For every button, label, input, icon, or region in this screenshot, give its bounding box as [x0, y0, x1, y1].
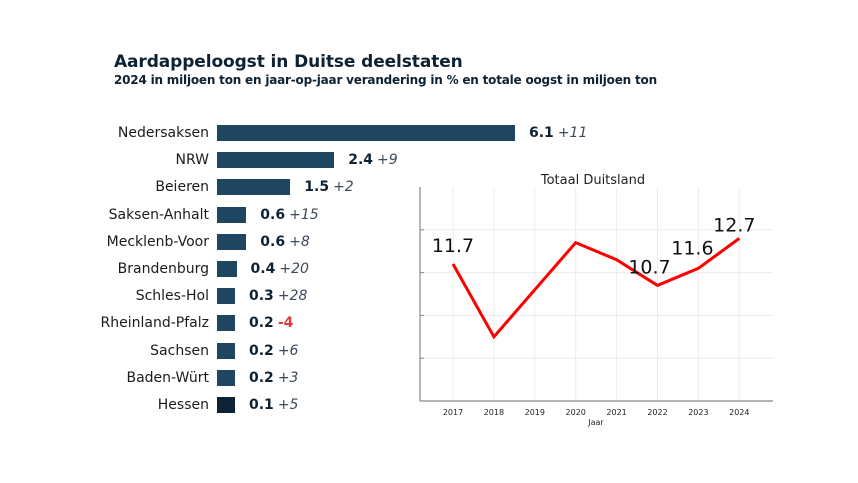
bar	[217, 342, 235, 359]
x-tick-label: 2019	[525, 408, 545, 417]
bar	[217, 315, 235, 332]
bar-value-label: 0.2	[249, 315, 274, 332]
bar	[217, 125, 515, 141]
bar-value-label: 0.3	[249, 288, 274, 305]
bar-row: Saksen-Anhalt 0.6 +15	[0, 206, 600, 224]
bar-value-label: 0.1	[249, 397, 274, 413]
x-tick-label: 2017	[443, 408, 463, 417]
category-label: Rheinland-Pfalz	[100, 315, 209, 332]
x-tick-label: 2024	[729, 408, 749, 417]
bar-row: Baden-Würt 0.2 +3	[0, 369, 600, 387]
bar-value-group: 0.1 +5	[249, 396, 298, 414]
change-label: +6	[277, 342, 299, 359]
bar	[217, 261, 237, 277]
category-label: Mecklenb-Voor	[106, 233, 209, 250]
data-annotation: 11.7	[432, 235, 474, 257]
x-tick-label: 2021	[606, 408, 626, 417]
bar-value-group: 0.3 +28	[249, 287, 307, 305]
bar-row: Beieren 1.5 +2	[0, 178, 600, 196]
category-label: Baden-Würt	[126, 369, 209, 386]
bar-row: Brandenburg 0.4 +20	[0, 260, 600, 278]
bar-value-group: 0.2 -4	[249, 314, 293, 332]
bar-value-label: 0.2	[249, 342, 274, 359]
change-label: +5	[277, 397, 299, 413]
bar	[217, 206, 247, 223]
change-label: +20	[279, 261, 309, 277]
category-label: Brandenburg	[117, 261, 209, 277]
category-label: Saksen-Anhalt	[108, 206, 209, 223]
bar	[217, 233, 247, 250]
x-tick-label: 2022	[647, 408, 667, 417]
change-label: +15	[289, 206, 319, 223]
bar-value-label: 0.6	[260, 206, 286, 223]
bar	[217, 152, 335, 169]
series-line	[451, 237, 741, 340]
bar-value-label: 0.2	[249, 369, 274, 386]
bar-value-group: 0.2 +6	[249, 342, 298, 360]
x-axis-label: Jaar	[587, 418, 604, 427]
x-tick-label: 2018	[484, 408, 504, 417]
bar-value-label: 0.6	[260, 233, 286, 250]
change-label: +8	[289, 233, 310, 250]
change-label: +2	[333, 179, 354, 196]
data-annotation: 10.7	[628, 256, 670, 278]
bar-value-group: 0.4 +20	[251, 260, 309, 278]
category-label: Hessen	[157, 397, 209, 413]
category-label: Beieren	[155, 179, 209, 196]
change-label: +9	[377, 152, 398, 169]
bar-row: Schles-Hol 0.3 +28	[0, 287, 600, 305]
change-label: +28	[277, 288, 308, 305]
bar-value-label: 6.1	[529, 125, 554, 141]
x-tick-label: 2020	[566, 408, 586, 417]
line-chart-title: Totaal Duitsland	[540, 173, 645, 188]
bar-value-group: 1.5 +2	[304, 178, 353, 196]
bar-value-group: 0.6 +8	[260, 233, 309, 251]
bar	[217, 288, 235, 305]
bar-row: NRW 2.4 +9	[0, 151, 600, 169]
bar-row: Mecklenb-Voor 0.6 +8	[0, 233, 600, 251]
bar-value-group: 0.6 +15	[260, 206, 318, 224]
bar-value-group: 2.4 +9	[348, 151, 397, 169]
bar	[217, 369, 235, 386]
bar-row: Nedersaksen 6.1 +11	[0, 124, 600, 142]
bar	[217, 397, 235, 413]
x-tick-label: 2023	[688, 408, 708, 417]
category-label: Nedersaksen	[117, 125, 209, 141]
bar-value-label: 2.4	[348, 152, 374, 169]
bar-value-label: 0.4	[250, 261, 276, 277]
bar-value-group: 6.1 +11	[529, 124, 587, 142]
change-label: +3	[277, 369, 299, 386]
data-annotation: 11.6	[671, 237, 713, 259]
bar-value-group: 0.2 +3	[249, 369, 298, 387]
chart-title: Aardappeloogst in Duitse deelstaten	[114, 52, 463, 72]
category-label: Schles-Hol	[135, 288, 209, 305]
category-label: NRW	[175, 152, 209, 169]
change-label: -4	[277, 315, 294, 332]
bar-row: Sachsen 0.2 +6	[0, 342, 600, 360]
bar	[217, 179, 291, 196]
data-annotation: 12.7	[713, 214, 755, 236]
bar-row: Rheinland-Pfalz 0.2 -4	[0, 314, 600, 332]
change-label: +11	[557, 125, 588, 141]
chart-subtitle: 2024 in miljoen ton en jaar-op-jaar vera…	[114, 73, 657, 87]
line-chart: Totaal Duitsland 2017 2018 2019 2020 2021 2022…	[419, 173, 773, 427]
bar-row: Hessen 0.1 +5	[0, 396, 600, 414]
category-label: Sachsen	[150, 342, 209, 359]
bar-value-label: 1.5	[304, 179, 330, 196]
